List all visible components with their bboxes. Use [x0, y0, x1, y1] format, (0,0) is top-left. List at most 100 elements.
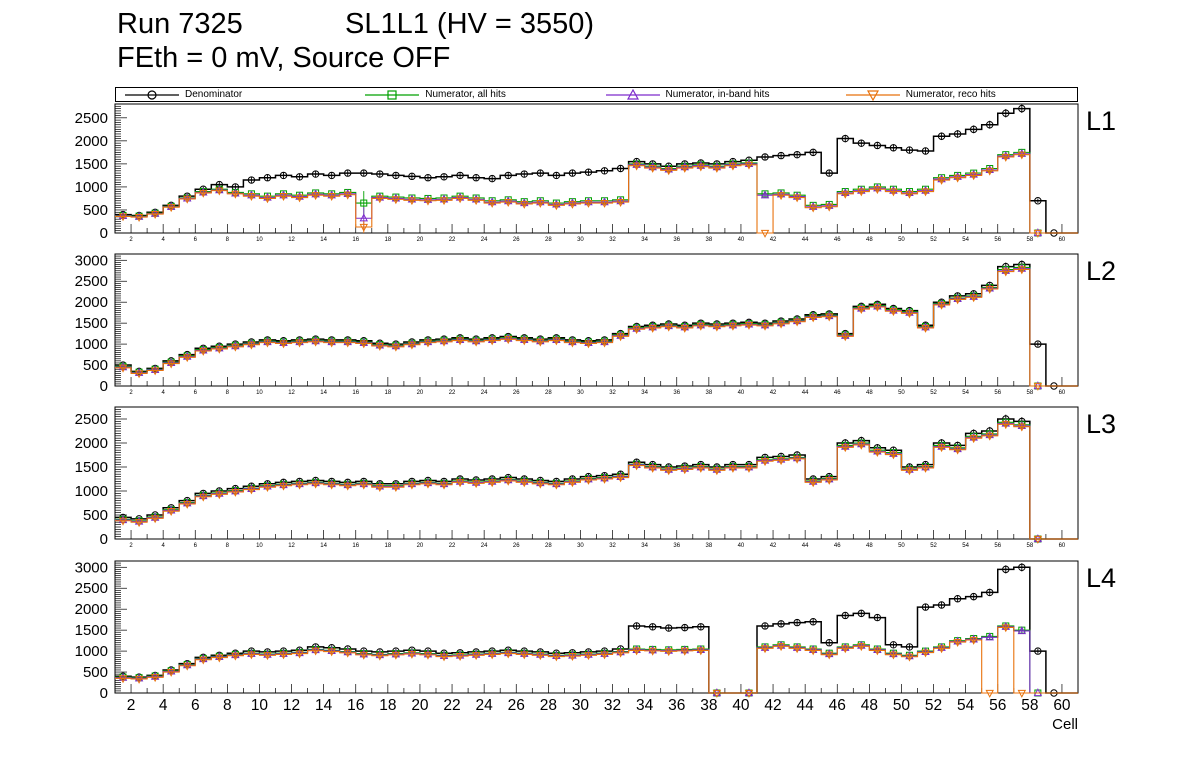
svg-text:46: 46: [834, 237, 841, 243]
svg-text:40: 40: [738, 237, 745, 243]
legend-label-reco-hits: Numerator, reco hits: [905, 88, 996, 100]
svg-text:60: 60: [1059, 390, 1066, 396]
svg-text:1000: 1000: [75, 179, 108, 196]
svg-text:2: 2: [129, 543, 133, 549]
svg-text:0: 0: [100, 378, 108, 395]
svg-text:46: 46: [829, 697, 846, 714]
svg-text:34: 34: [641, 237, 648, 243]
svg-text:2000: 2000: [75, 601, 108, 618]
svg-text:12: 12: [288, 237, 295, 243]
svg-text:1000: 1000: [75, 643, 108, 660]
svg-text:22: 22: [449, 390, 456, 396]
svg-text:0: 0: [100, 531, 108, 548]
svg-text:34: 34: [636, 697, 654, 714]
svg-text:26: 26: [513, 237, 520, 243]
svg-text:22: 22: [443, 697, 460, 714]
x-axis-title: Cell: [1052, 716, 1078, 733]
svg-text:500: 500: [83, 357, 108, 374]
legend-entry-reco-hits: Numerator, reco hits: [837, 89, 1077, 101]
svg-text:32: 32: [609, 237, 616, 243]
svg-text:58: 58: [1027, 390, 1034, 396]
svg-text:38: 38: [706, 237, 713, 243]
panel-label-L2: L2: [1086, 256, 1117, 286]
svg-text:2000: 2000: [75, 133, 108, 150]
svg-text:38: 38: [706, 543, 713, 549]
svg-text:10: 10: [256, 390, 263, 396]
svg-text:40: 40: [738, 543, 745, 549]
svg-text:4: 4: [161, 543, 165, 549]
svg-text:36: 36: [668, 697, 685, 714]
svg-text:26: 26: [508, 697, 525, 714]
legend-entry-inband-hits: Numerator, in-band hits: [597, 88, 837, 101]
svg-text:6: 6: [194, 390, 198, 396]
svg-text:16: 16: [347, 697, 364, 714]
svg-text:12: 12: [288, 390, 295, 396]
svg-text:18: 18: [385, 543, 392, 549]
svg-text:38: 38: [700, 697, 717, 714]
svg-text:56: 56: [994, 543, 1001, 549]
svg-text:42: 42: [770, 390, 777, 396]
svg-text:38: 38: [706, 390, 713, 396]
svg-text:2: 2: [129, 237, 133, 243]
svg-text:0: 0: [100, 225, 108, 242]
svg-text:4: 4: [159, 697, 168, 714]
panel-label-L3: L3: [1086, 409, 1117, 439]
svg-text:30: 30: [577, 237, 584, 243]
svg-text:2500: 2500: [75, 110, 108, 127]
svg-text:50: 50: [893, 697, 911, 714]
svg-text:42: 42: [770, 543, 777, 549]
svg-text:8: 8: [226, 543, 230, 549]
svg-text:20: 20: [417, 543, 424, 549]
svg-text:34: 34: [641, 390, 648, 396]
triangle-up-marker-icon: [605, 88, 660, 100]
svg-text:44: 44: [802, 390, 809, 396]
svg-text:14: 14: [320, 237, 327, 243]
svg-text:28: 28: [545, 390, 552, 396]
svg-text:20: 20: [417, 390, 424, 396]
title-conditions: FEth = 0 mV, Source OFF: [117, 42, 451, 74]
svg-text:10: 10: [251, 697, 269, 714]
svg-text:54: 54: [962, 390, 969, 396]
title-chamber: SL1L1 (HV = 3550): [345, 8, 595, 40]
svg-text:24: 24: [481, 237, 488, 243]
svg-text:42: 42: [764, 697, 781, 714]
svg-text:58: 58: [1027, 237, 1034, 243]
svg-text:14: 14: [315, 697, 333, 714]
svg-text:2000: 2000: [75, 435, 108, 452]
svg-text:16: 16: [352, 237, 359, 243]
svg-text:48: 48: [866, 390, 873, 396]
svg-text:50: 50: [898, 390, 905, 396]
square-marker-icon: [365, 89, 420, 100]
svg-text:24: 24: [476, 697, 494, 714]
svg-text:60: 60: [1053, 697, 1071, 714]
legend: Denominator Numerator, all hits Numerato…: [115, 87, 1078, 102]
svg-text:10: 10: [256, 543, 263, 549]
svg-text:52: 52: [930, 390, 937, 396]
panel-label-L4: L4: [1086, 563, 1117, 593]
svg-text:26: 26: [513, 390, 520, 396]
svg-text:0: 0: [100, 685, 108, 702]
svg-text:54: 54: [957, 697, 975, 714]
svg-text:60: 60: [1059, 237, 1066, 243]
svg-text:32: 32: [609, 543, 616, 549]
svg-text:56: 56: [994, 237, 1001, 243]
svg-text:52: 52: [930, 237, 937, 243]
svg-text:30: 30: [572, 697, 590, 714]
legend-label-all-hits: Numerator, all hits: [425, 88, 506, 100]
svg-text:3000: 3000: [75, 252, 108, 269]
legend-entry-denominator: Denominator: [116, 89, 356, 101]
svg-text:1000: 1000: [75, 483, 108, 500]
svg-text:36: 36: [673, 237, 680, 243]
svg-text:14: 14: [320, 390, 327, 396]
svg-text:1500: 1500: [75, 156, 108, 173]
svg-text:2500: 2500: [75, 580, 108, 597]
svg-text:52: 52: [930, 543, 937, 549]
svg-text:22: 22: [449, 237, 456, 243]
svg-text:40: 40: [738, 390, 745, 396]
svg-text:6: 6: [194, 237, 198, 243]
svg-text:48: 48: [866, 543, 873, 549]
legend-entry-all-hits: Numerator, all hits: [356, 89, 596, 101]
svg-text:2: 2: [127, 697, 136, 714]
svg-text:18: 18: [379, 697, 396, 714]
svg-text:12: 12: [288, 543, 295, 549]
